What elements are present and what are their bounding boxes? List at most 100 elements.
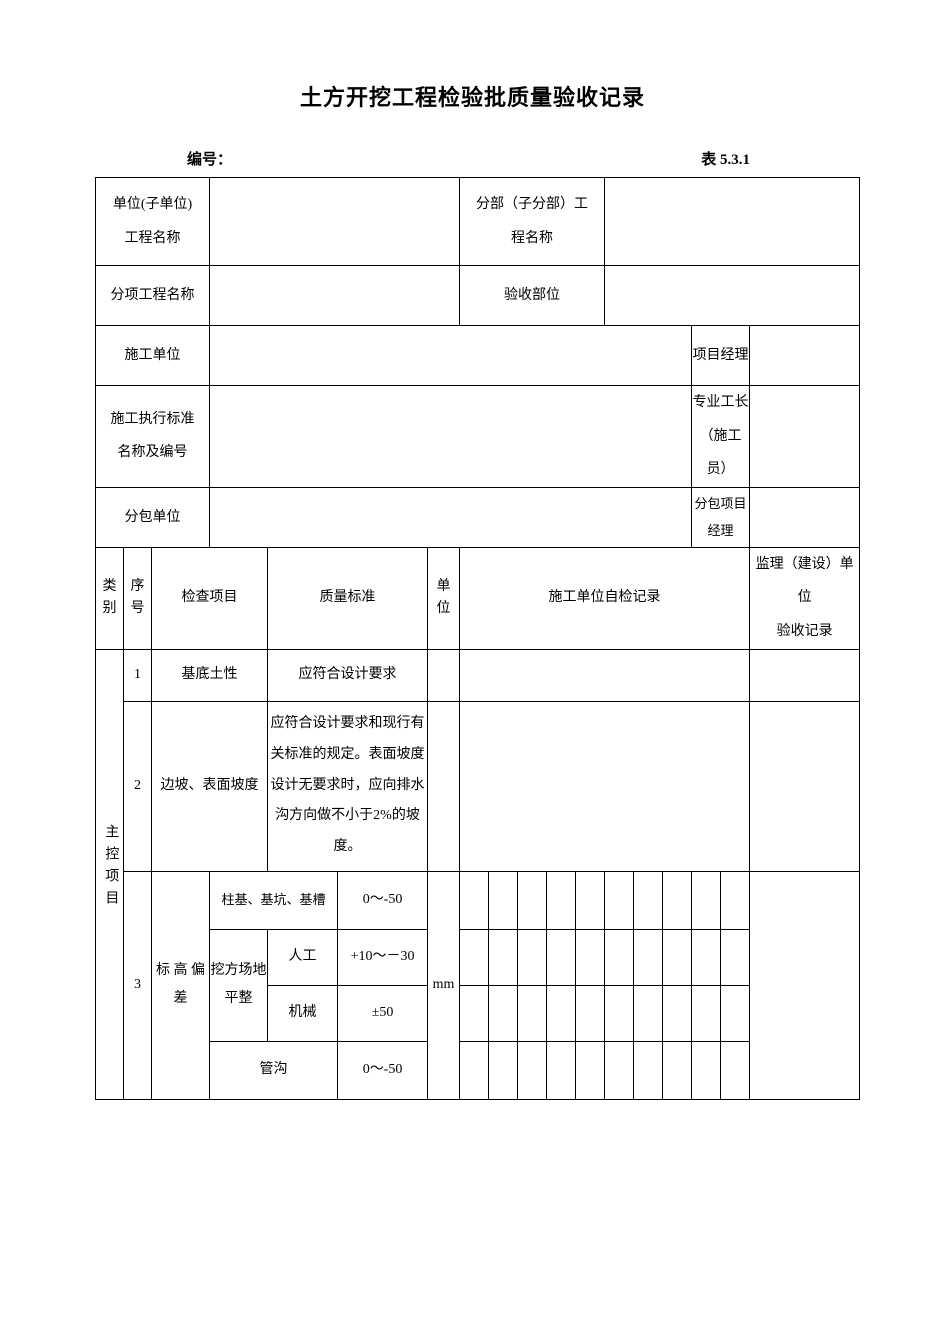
- header-row-1: 单位(子单位)工程名称 分部（子分部）工程名称: [96, 178, 860, 266]
- r3d-c2[interactable]: [489, 1041, 518, 1099]
- r1-supervisor[interactable]: [750, 649, 860, 701]
- r3c-c7[interactable]: [634, 985, 663, 1041]
- r3d-c7[interactable]: [634, 1041, 663, 1099]
- unit-project-label: 单位(子单位)工程名称: [96, 178, 210, 266]
- project-manager-value[interactable]: [750, 326, 860, 386]
- doc-title: 土方开挖工程检验批质量验收记录: [95, 80, 850, 112]
- r3d-c4[interactable]: [547, 1041, 576, 1099]
- serial-label: 编号：: [187, 148, 232, 169]
- r3-tol2b: ±50: [338, 985, 428, 1041]
- item-project-label: 分项工程名称: [96, 266, 210, 326]
- r3c-c9[interactable]: [692, 985, 721, 1041]
- sub-project-label: 分部（子分部）工程名称: [460, 178, 605, 266]
- r3a-c4[interactable]: [547, 871, 576, 929]
- form-table: 单位(子单位)工程名称 分部（子分部）工程名称 分项工程名称 验收部位 施工单位…: [95, 177, 860, 1100]
- r3b-c5[interactable]: [576, 929, 605, 985]
- subcontractor-label: 分包单位: [96, 487, 210, 547]
- r3a-c7[interactable]: [634, 871, 663, 929]
- r1-selfcheck[interactable]: [460, 649, 750, 701]
- r3c-c5[interactable]: [576, 985, 605, 1041]
- r3-unit: mm: [428, 871, 460, 1099]
- r3c-c8[interactable]: [663, 985, 692, 1041]
- r3c-c6[interactable]: [605, 985, 634, 1041]
- col-seq: 序号: [124, 547, 152, 649]
- r3a-c9[interactable]: [692, 871, 721, 929]
- exec-standard-label: 施工执行标准名称及编号: [96, 386, 210, 488]
- column-header-row: 类别 序号 检查项目 质量标准 单位 施工单位自检记录 监理（建设）单位验收记录: [96, 547, 860, 649]
- foreman-value[interactable]: [750, 386, 860, 488]
- page-container: 土方开挖工程检验批质量验收记录 编号： 表 5.3.1 单位(子单位)工程名称 …: [0, 0, 945, 1100]
- r3-seq: 3: [124, 871, 152, 1099]
- r3b-c4[interactable]: [547, 929, 576, 985]
- r3a-c3[interactable]: [518, 871, 547, 929]
- header-row-4: 施工执行标准名称及编号 专业工长（施工员）: [96, 386, 860, 488]
- r3b-c10[interactable]: [721, 929, 750, 985]
- r3-group: 标 高 偏差: [152, 871, 210, 1099]
- r3b-c8[interactable]: [663, 929, 692, 985]
- r3b-c6[interactable]: [605, 929, 634, 985]
- col-category: 类别: [96, 547, 124, 649]
- r1-item: 基底土性: [152, 649, 268, 701]
- r3d-c6[interactable]: [605, 1041, 634, 1099]
- r3c-c10[interactable]: [721, 985, 750, 1041]
- r3a-c2[interactable]: [489, 871, 518, 929]
- unit-project-value[interactable]: [210, 178, 460, 266]
- r3-tol1: 0～-50: [338, 871, 428, 929]
- r3d-c10[interactable]: [721, 1041, 750, 1099]
- data-row-3b: 挖方场地平整 人工 +10～－30: [96, 929, 860, 985]
- table-number: 表 5.3.1: [701, 148, 750, 169]
- col-quality-std: 质量标准: [268, 547, 428, 649]
- r3b-c2[interactable]: [489, 929, 518, 985]
- r2-item: 边坡、表面坡度: [152, 701, 268, 871]
- r3b-c7[interactable]: [634, 929, 663, 985]
- r3d-c8[interactable]: [663, 1041, 692, 1099]
- r3a-c5[interactable]: [576, 871, 605, 929]
- r3d-c9[interactable]: [692, 1041, 721, 1099]
- r3-tol2a: +10～－30: [338, 929, 428, 985]
- foreman-label: 专业工长（施工员）: [692, 386, 750, 488]
- r1-unit: [428, 649, 460, 701]
- exec-standard-value[interactable]: [210, 386, 692, 488]
- r3b-c9[interactable]: [692, 929, 721, 985]
- col-check-item: 检查项目: [152, 547, 268, 649]
- subcontractor-value[interactable]: [210, 487, 692, 547]
- r3-tol3: 0～-50: [338, 1041, 428, 1099]
- r3c-c4[interactable]: [547, 985, 576, 1041]
- project-manager-label: 项目经理: [692, 326, 750, 386]
- r3-supervisor[interactable]: [750, 871, 860, 1099]
- r3b-c3[interactable]: [518, 929, 547, 985]
- data-row-2: 2 边坡、表面坡度 应符合设计要求和现行有关标准的规定。表面坡度设计无要求时，应…: [96, 701, 860, 871]
- r2-selfcheck[interactable]: [460, 701, 750, 871]
- r3a-c8[interactable]: [663, 871, 692, 929]
- sub-pm-label: 分包项目经理: [692, 487, 750, 547]
- r3-sub2-group: 挖方场地平整: [210, 929, 268, 1041]
- header-row-2: 分项工程名称 验收部位: [96, 266, 860, 326]
- sub-project-value[interactable]: [605, 178, 860, 266]
- r3b-c1[interactable]: [460, 929, 489, 985]
- r3c-c3[interactable]: [518, 985, 547, 1041]
- r3c-c1[interactable]: [460, 985, 489, 1041]
- r1-seq: 1: [124, 649, 152, 701]
- r2-supervisor[interactable]: [750, 701, 860, 871]
- item-project-value[interactable]: [210, 266, 460, 326]
- header-row-5: 分包单位 分包项目经理: [96, 487, 860, 547]
- sub-pm-value[interactable]: [750, 487, 860, 547]
- r3a-c1[interactable]: [460, 871, 489, 929]
- r3c-c2[interactable]: [489, 985, 518, 1041]
- construction-unit-value[interactable]: [210, 326, 692, 386]
- r3d-c1[interactable]: [460, 1041, 489, 1099]
- r2-seq: 2: [124, 701, 152, 871]
- r3-sub2b: 机械: [268, 985, 338, 1041]
- r3-sub3: 管沟: [210, 1041, 338, 1099]
- r3d-c5[interactable]: [576, 1041, 605, 1099]
- accept-part-value[interactable]: [605, 266, 860, 326]
- r3-sub1: 柱基、基坑、基槽: [210, 871, 338, 929]
- category-main-label: 主控项目: [96, 824, 125, 912]
- col-supervisor: 监理（建设）单位验收记录: [750, 547, 860, 649]
- r3d-c3[interactable]: [518, 1041, 547, 1099]
- r3a-c6[interactable]: [605, 871, 634, 929]
- r2-std: 应符合设计要求和现行有关标准的规定。表面坡度设计无要求时，应向排水沟方向做不小于…: [268, 701, 428, 871]
- data-row-1: 主控项目 1 基底土性 应符合设计要求: [96, 649, 860, 701]
- r3a-c10[interactable]: [721, 871, 750, 929]
- construction-unit-label: 施工单位: [96, 326, 210, 386]
